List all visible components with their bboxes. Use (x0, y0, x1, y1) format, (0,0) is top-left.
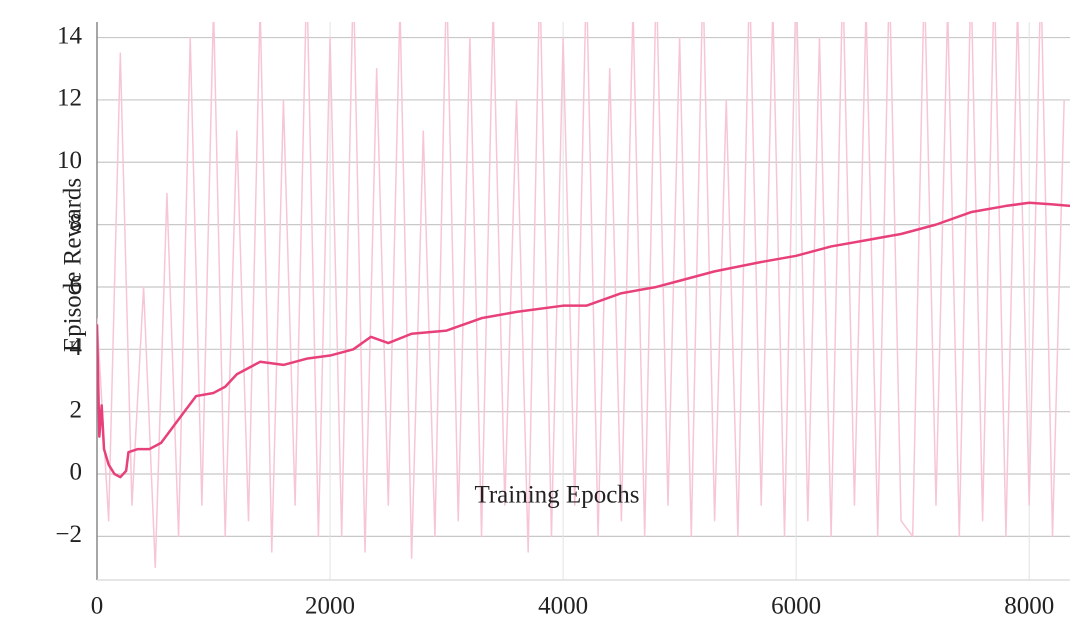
y-tick-label: 12 (57, 85, 82, 112)
series-line (97, 201, 1070, 479)
x-tick-label: 2000 (305, 593, 355, 620)
x-tick-label: 6000 (771, 593, 821, 620)
x-tick-label: 0 (91, 593, 104, 620)
y-tick-label: 8 (70, 209, 83, 236)
x-tick-label: 4000 (538, 593, 588, 620)
y-axis-label: Episode Rewards (60, 178, 87, 352)
y-tick-label: −2 (55, 521, 82, 548)
y-tick-label: 14 (57, 22, 83, 49)
labels: −2 0 2 4 6 8 10 12 14 0 2000 4000 6000 8000 Training E… (55, 22, 1054, 619)
y-tick-label: 6 (70, 272, 83, 299)
plot-area (97, 22, 1070, 569)
y-tick-label: 2 (70, 396, 83, 423)
series-line (97, 22, 1065, 569)
y-tick-label: 0 (70, 459, 83, 486)
x-axis-label: Training Epochs (474, 482, 639, 509)
y-tick-label: 10 (57, 147, 82, 174)
x-tick-label: 8000 (1004, 593, 1054, 620)
y-tick-label: 4 (70, 334, 83, 361)
